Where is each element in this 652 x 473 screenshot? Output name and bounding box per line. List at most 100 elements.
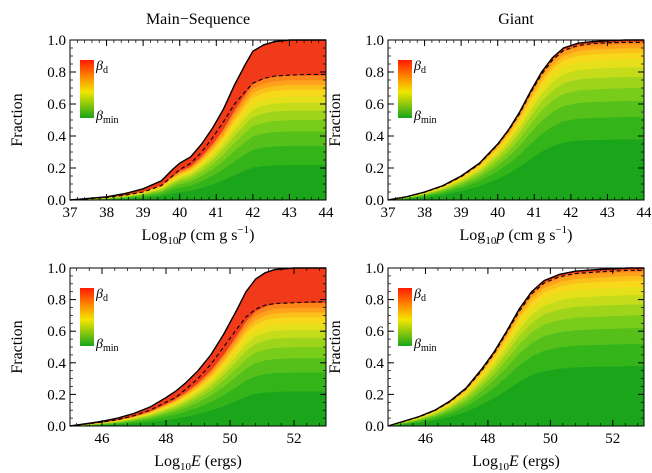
y-tick-label: 0.4 — [365, 356, 384, 372]
dashed-curve — [69, 301, 326, 427]
y-tick-label: 0.2 — [47, 387, 66, 403]
legend-symbol: β — [413, 287, 421, 302]
legend-subscript: d — [103, 293, 108, 304]
chart-title: Main−Sequence — [146, 11, 250, 28]
x-tick-label: 37 — [63, 205, 79, 221]
x-axis-label-unit-end: ) — [567, 227, 572, 244]
y-tick-label: 0.0 — [365, 419, 384, 435]
legend-label-top: βd — [95, 59, 108, 76]
y-tick-label: 0.2 — [365, 387, 384, 403]
legend-symbol: β — [413, 59, 421, 74]
x-axis-label-base: Log — [142, 227, 168, 244]
legend-label-bottom: βmin — [413, 337, 437, 354]
legend-subscript: d — [103, 65, 108, 76]
x-axis-label-var: E — [508, 453, 519, 470]
x-tick-label: 46 — [418, 431, 434, 447]
x-tick-label: 40 — [490, 205, 505, 221]
y-tick-label: 0.0 — [47, 193, 66, 209]
y-tick-label: 0.6 — [47, 97, 66, 113]
x-axis-label-unit: (ergs) — [201, 453, 242, 470]
legend-symbol: β — [95, 109, 103, 124]
x-axis-label-unit: (ergs) — [519, 453, 560, 470]
x-tick-label: 48 — [480, 431, 495, 447]
y-tick-label: 0.2 — [365, 161, 384, 177]
x-tick-label: 38 — [99, 205, 114, 221]
x-tick-label: 52 — [605, 431, 620, 447]
x-axis-label-base: Log — [460, 227, 486, 244]
legend-subscript: min — [103, 343, 119, 354]
chart-panel-giant-p: 0.0 0.2 0.4 0.6 0.8 1.0 37 38 39 40 41 42 43 44 Giant L… — [327, 11, 652, 247]
x-tick-label: 52 — [287, 431, 302, 447]
x-tick-label: 46 — [95, 431, 111, 447]
y-tick-label: 0.4 — [47, 356, 66, 372]
y-tick-label: 0.8 — [365, 65, 384, 81]
y-tick-label: 1.0 — [47, 261, 66, 277]
y-tick-label: 0.0 — [365, 193, 384, 209]
x-axis-label-unit-end: ) — [249, 227, 254, 244]
x-tick-label: 50 — [543, 431, 558, 447]
x-axis-label: Log10E (ergs) — [472, 453, 560, 473]
y-tick-label: 1.0 — [365, 261, 384, 277]
y-tick-label: 1.0 — [47, 33, 66, 49]
legend-colorbar — [80, 288, 94, 346]
legend-subscript: min — [421, 343, 437, 354]
legend-symbol: β — [95, 59, 103, 74]
legend-colorbar — [80, 60, 94, 118]
x-tick-label: 50 — [223, 431, 238, 447]
x-axis-label-var: p — [177, 227, 186, 244]
x-tick-label: 48 — [159, 431, 174, 447]
x-tick-label: 43 — [600, 205, 615, 221]
x-axis-label-sup: −1 — [237, 224, 249, 236]
x-tick-label: 44 — [319, 205, 335, 221]
x-tick-label: 42 — [563, 205, 578, 221]
legend-subscript: d — [421, 293, 426, 304]
top-curve — [387, 267, 644, 427]
x-axis-label: Log10p (cm g s−1) — [460, 224, 573, 247]
x-tick-label: 41 — [209, 205, 224, 221]
x-axis-label-var: E — [190, 453, 201, 470]
y-tick-label: 0.8 — [47, 293, 66, 309]
legend-symbol: β — [413, 109, 421, 124]
legend-subscript: d — [421, 65, 426, 76]
legend-subscript: min — [421, 115, 437, 126]
x-axis-label-base: Log — [472, 453, 498, 470]
x-axis-label: Log10E (ergs) — [154, 453, 242, 473]
dashed-curve — [387, 269, 644, 427]
x-axis-label-base: Log — [154, 453, 180, 470]
y-tick-label: 0.8 — [365, 293, 384, 309]
y-tick-label: 0.4 — [47, 129, 66, 145]
legend-colorbar — [398, 288, 412, 346]
x-axis-label-sub: 10 — [180, 461, 192, 473]
y-tick-label: 0.6 — [47, 324, 66, 340]
x-tick-label: 41 — [527, 205, 542, 221]
dashed-curve — [387, 41, 644, 201]
chart-title: Giant — [498, 11, 534, 28]
legend-symbol: β — [95, 337, 103, 352]
legend-label-bottom: βmin — [95, 109, 119, 126]
x-tick-label: 37 — [381, 205, 397, 221]
x-axis-label: Log10p (cm g s−1) — [142, 224, 255, 247]
chart-panel-giant-e: 0.0 0.2 0.4 0.6 0.8 1.0 46 48 50 52 Log10E (ergs) F… — [327, 261, 645, 473]
y-axis-label: Fraction — [9, 320, 26, 373]
y-tick-label: 0.4 — [365, 129, 384, 145]
x-axis-label-unit: (cm g s — [504, 227, 555, 244]
y-tick-label: 0.6 — [365, 97, 384, 113]
x-tick-label: 39 — [454, 205, 469, 221]
legend-label-bottom: βmin — [413, 109, 437, 126]
legend-label-top: βd — [413, 287, 426, 304]
x-axis-label-sub: 10 — [167, 235, 179, 247]
x-axis-label-sup: −1 — [555, 224, 567, 236]
chart-panel-ms-p: 0.0 0.2 0.4 0.6 0.8 1.0 37 38 39 40 41 42 43 44 Main−S… — [9, 11, 334, 247]
x-axis-label-sub: 10 — [485, 235, 497, 247]
legend-colorbar — [398, 60, 412, 118]
legend-symbol: β — [413, 337, 421, 352]
y-tick-label: 0.0 — [47, 419, 66, 435]
y-tick-label: 0.2 — [47, 161, 66, 177]
x-tick-label: 42 — [245, 205, 260, 221]
y-axis-label: Fraction — [9, 93, 26, 146]
chart-panel-ms-e: 0.0 0.2 0.4 0.6 0.8 1.0 46 48 50 52 Log10E (ergs) F… — [9, 261, 327, 473]
legend-label-top: βd — [413, 59, 426, 76]
x-tick-label: 43 — [282, 205, 297, 221]
legend-label-top: βd — [95, 287, 108, 304]
